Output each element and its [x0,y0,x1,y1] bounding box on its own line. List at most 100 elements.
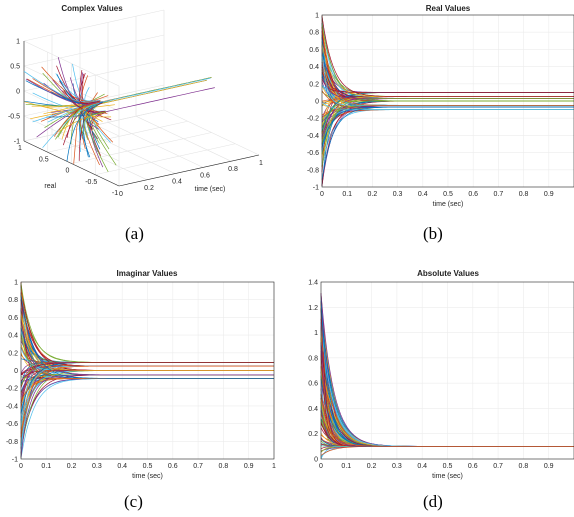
chart-title: Real Values [426,4,471,13]
series-line [20,374,274,458]
y-tick-label: 1.2 [308,305,318,312]
chart-panel-d: Absolute Values 0 0.1 0.2 0.3 0.4 0.5 0.6 0.7 0.… [287,262,574,517]
y-tick-label: 0.4 [308,406,318,413]
x-tick-label: 0 [320,191,324,198]
y-tick-label: 0 [14,368,18,375]
y-tick-label: 0.5 [39,156,49,163]
x-tick-label: 0.1 [342,191,352,198]
series-line [321,106,574,147]
x-tick-label: 0.5 [143,463,153,470]
x-tick-label: 0.1 [41,463,51,470]
y-tick-label: 0.8 [308,355,318,362]
y-tick-label: -0.5 [85,179,97,186]
x-tick-label: 0 [19,463,23,470]
y-tick-label: 0.4 [309,64,319,71]
y-axis-label: real [44,183,56,190]
series-line [321,23,574,102]
series-lines [20,282,274,459]
y-tick-label: 0.8 [8,297,18,304]
y-tick-label: -0.2 [307,116,319,123]
series-line [66,105,98,162]
x-axis-label: time (sec) [195,186,226,193]
y-tick-label: 0 [66,168,70,175]
series-line [23,71,100,103]
x-tick-label: 0.9 [244,463,254,470]
x-tick-label: 0.2 [367,463,377,470]
grid [320,281,574,460]
caption-d: (d) [423,492,443,511]
x-tick-label: 0.6 [468,463,478,470]
x-tick-label: 0.8 [519,463,529,470]
chart-title: Complex Values [61,4,123,13]
series-line [83,111,106,140]
y-tick-label: -0.6 [307,150,319,157]
y-tick-label: 1.4 [308,280,318,287]
chart-panel-b: Real Values 0 0.1 0.2 0.3 0.4 0.5 0.6 0.7 0.8 0.9… [287,0,574,250]
y-tick-label: -0.6 [6,421,18,428]
chart-imaginar-values: Imaginar Values 0 0.1 0.2 0.3 0.4 0.5 0.6 0.7 0.… [6,269,276,480]
x-tick-label: 0.2 [368,191,378,198]
x-tick-label: 0.9 [544,463,554,470]
z-tick-label: 1 [16,39,20,46]
y-tick-label: 0.2 [308,431,318,438]
x-tick-label: 0.3 [393,191,403,198]
x-tick-label: 0.7 [193,463,203,470]
chart-panel-a: Complex Values 0 0.2 0.4 0.6 0.8 1 -1 -0.5 0 0.5 1… [0,0,287,250]
x-tick-label: 0.6 [200,172,210,179]
x-tick-label: 0.7 [493,463,503,470]
caption-b: (b) [423,224,443,243]
z-tick-label: -1 [14,139,20,146]
x-tick-label: 0.1 [341,463,351,470]
chart-title: Imaginar Values [117,269,178,278]
x-tick-label: 0.8 [228,166,238,173]
y-tick-label: 0.2 [8,350,18,357]
y-tick-label: 0.6 [308,381,318,388]
chart-panel-c: Imaginar Values 0 0.1 0.2 0.3 0.4 0.5 0.6 0.7 0.… [0,262,287,517]
y-tick-label: 0.2 [309,81,319,88]
y-tick-label: -1 [12,457,18,464]
grid-line-floor [23,109,165,142]
grid-line-back [23,34,165,67]
y-tick-label: 1 [18,145,22,152]
series-line [321,16,574,98]
y-tick-label: 1 [315,13,319,20]
grid-line-floor [71,132,212,164]
y-tick-label: -1 [313,185,319,192]
y-tick-label: 0.8 [309,30,319,37]
series-lines [23,57,215,173]
x-tick-label: 0.4 [117,463,127,470]
plot-frame [20,281,275,460]
chart-absolute-values: Absolute Values 0 0.1 0.2 0.3 0.4 0.5 0.6 0.7 0.… [308,269,574,480]
x-tick-label: 0.2 [144,185,154,192]
y-tick-label: 1 [14,280,18,287]
series-line [53,102,100,137]
series-line [321,79,574,93]
series-lines [321,15,574,187]
x-tick-label: 0.8 [519,191,529,198]
grid-3d [23,9,260,187]
y-tick-label: -0.8 [6,439,18,446]
x-tick-label: 0.4 [418,191,428,198]
series-line [321,101,574,110]
grid-line-back [23,9,165,42]
chart-complex-values: Complex Values 00.20.40.60.81-1-0.500.51… [8,4,263,198]
plot-frame [321,14,574,188]
y-tick-label: 1 [314,330,318,337]
x-tick-label: 0 [319,463,323,470]
y-tick-label: -0.2 [6,386,18,393]
x-tick-label: 0.4 [172,179,182,186]
x-tick-label: 0.3 [92,463,102,470]
x-tick-label: 0 [119,191,123,198]
series-line [20,362,274,375]
caption-c: (c) [124,492,143,511]
chart-title: Absolute Values [417,269,479,278]
x-tick-label: 0.7 [494,191,504,198]
series-line [78,72,100,104]
caption-a: (a) [125,224,144,243]
y-tick-label: 0 [315,99,319,106]
x-axis-label: time (sec) [132,473,163,480]
x-tick-label: 0.4 [417,463,427,470]
chart-real-values: Real Values 0 0.1 0.2 0.3 0.4 0.5 0.6 0.7 0.8 0.9… [307,4,574,208]
y-tick-label: 0.6 [309,47,319,54]
z-tick-label: -0.5 [8,114,20,121]
